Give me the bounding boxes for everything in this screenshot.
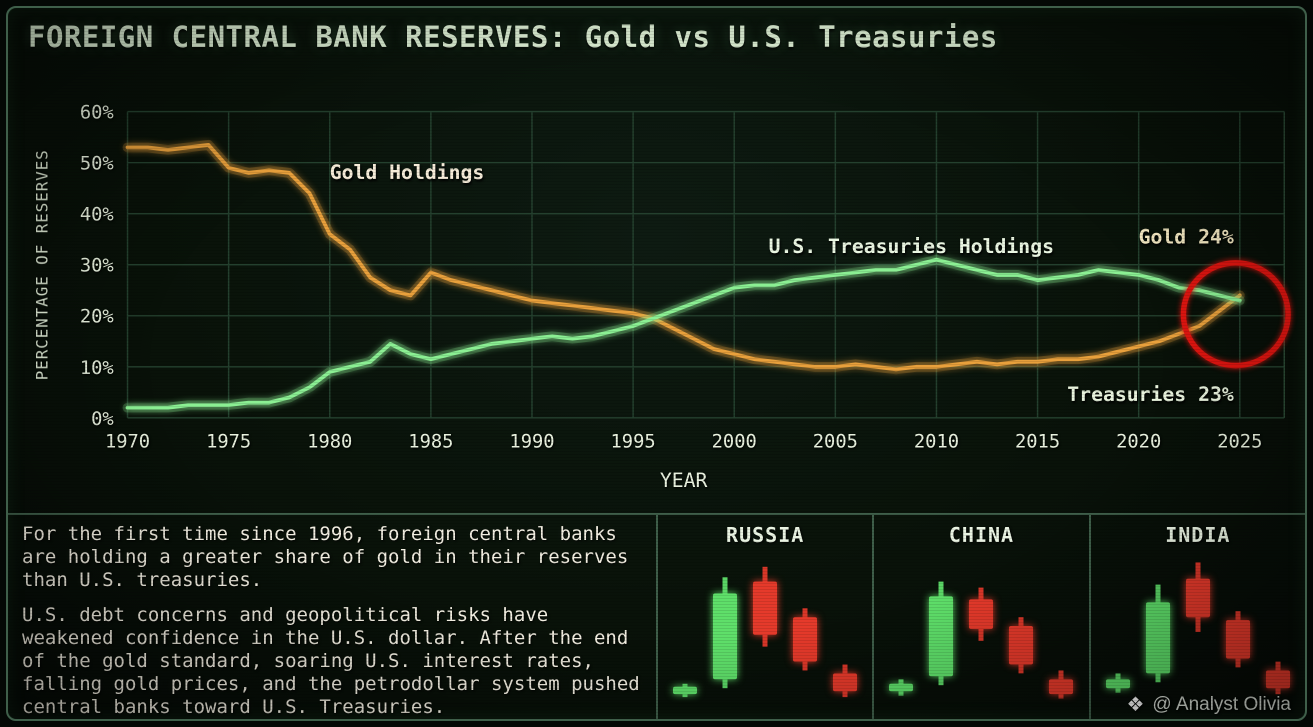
candle-chart-india bbox=[1105, 562, 1290, 695]
svg-text:YEAR: YEAR bbox=[660, 469, 708, 492]
candle-chart-china bbox=[889, 581, 1074, 699]
notes-panel: For the first time since 1996, foreign c… bbox=[8, 515, 658, 719]
svg-text:2005: 2005 bbox=[813, 432, 858, 453]
candle-chart-russia bbox=[673, 566, 858, 698]
candle-panel-india: INDIA bbox=[1088, 515, 1305, 719]
credit-handle: @ Analyst Olivia bbox=[1152, 694, 1291, 715]
candle-panel-china: CHINA bbox=[872, 515, 1088, 719]
svg-text:40%: 40% bbox=[80, 205, 114, 226]
svg-text:1990: 1990 bbox=[509, 432, 554, 453]
bottom-section: For the first time since 1996, foreign c… bbox=[8, 513, 1305, 719]
svg-text:Gold 24%: Gold 24% bbox=[1139, 225, 1234, 248]
svg-text:60%: 60% bbox=[80, 103, 114, 124]
svg-text:1995: 1995 bbox=[611, 432, 656, 453]
svg-text:1975: 1975 bbox=[206, 432, 251, 453]
panel-label-russia: RUSSIA bbox=[726, 523, 805, 547]
credit: ❖ @ Analyst Olivia bbox=[1126, 694, 1291, 716]
panel-label-china: CHINA bbox=[948, 523, 1015, 547]
svg-text:Gold Holdings: Gold Holdings bbox=[330, 161, 485, 184]
svg-text:30%: 30% bbox=[80, 256, 114, 277]
svg-text:2020: 2020 bbox=[1116, 432, 1161, 453]
svg-text:2000: 2000 bbox=[712, 432, 757, 453]
svg-text:U.S. Treasuries Holdings: U.S. Treasuries Holdings bbox=[769, 235, 1054, 258]
svg-text:1980: 1980 bbox=[307, 432, 352, 453]
crt-frame: FOREIGN CENTRAL BANK RESERVES: Gold vs U… bbox=[6, 6, 1307, 721]
note-paragraph-2: U.S. debt concerns and geopolitical risk… bbox=[22, 603, 640, 719]
svg-text:Treasuries 23%: Treasuries 23% bbox=[1067, 383, 1234, 406]
svg-text:10%: 10% bbox=[80, 358, 114, 379]
reserves-line-chart: 0% 10% 20% 30% 40% 50% 60% 1970 1975 1980 1985 1990… bbox=[33, 103, 1291, 492]
page-title: FOREIGN CENTRAL BANK RESERVES: Gold vs U… bbox=[28, 20, 998, 54]
svg-text:50%: 50% bbox=[80, 154, 114, 175]
candle-panel-russia: RUSSIA bbox=[658, 515, 872, 719]
analyst-logo-icon: ❖ bbox=[1126, 694, 1145, 716]
svg-text:0%: 0% bbox=[91, 409, 114, 430]
svg-text:2015: 2015 bbox=[1015, 432, 1060, 453]
panel-label-india: INDIA bbox=[1165, 523, 1231, 547]
svg-text:1970: 1970 bbox=[105, 432, 150, 453]
svg-text:20%: 20% bbox=[80, 307, 114, 328]
svg-text:2010: 2010 bbox=[914, 432, 959, 453]
svg-text:1985: 1985 bbox=[408, 432, 453, 453]
note-paragraph-1: For the first time since 1996, foreign c… bbox=[22, 523, 629, 592]
svg-text:2025: 2025 bbox=[1217, 432, 1262, 453]
svg-text:PERCENTAGE OF RESERVES: PERCENTAGE OF RESERVES bbox=[33, 149, 52, 380]
country-candle-panels: RUSSIA CHINA INDIA bbox=[658, 515, 1305, 719]
